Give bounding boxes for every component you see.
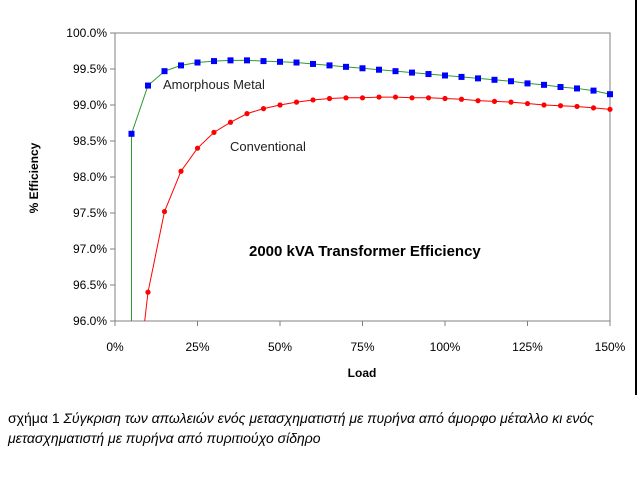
data-point-amorphous-metal [161,68,168,75]
data-point-amorphous-metal [277,58,283,65]
data-point-conventional [244,111,250,117]
series-label-conventional: Conventional [230,139,306,154]
data-point-conventional [310,97,316,103]
frame-border [635,0,637,395]
data-point-amorphous-metal [194,59,201,66]
data-point-conventional [343,95,349,101]
data-point-amorphous-metal [524,80,531,87]
data-point-amorphous-metal [343,63,349,70]
data-point-amorphous-metal [310,60,316,67]
data-point-conventional [458,96,465,102]
data-point-conventional [590,105,597,111]
data-point-amorphous-metal [607,91,613,98]
data-point-conventional [607,106,613,112]
x-tick-label: 100% [430,340,461,354]
data-point-amorphous-metal [409,69,415,76]
data-point-conventional [359,95,366,101]
data-point-amorphous-metal [491,76,498,83]
x-tick-label: 50% [268,340,292,354]
data-point-amorphous-metal [128,130,135,137]
data-point-amorphous-metal [590,87,597,94]
x-tick-label: 150% [595,340,626,354]
series-layer [128,57,613,322]
data-point-conventional [145,289,151,295]
data-point-conventional [557,103,564,109]
data-point-amorphous-metal [227,57,234,64]
data-point-amorphous-metal [458,73,465,80]
data-point-amorphous-metal [376,66,382,73]
data-point-conventional [260,106,267,112]
data-point-conventional [178,168,184,174]
x-tick-label: 25% [185,340,209,354]
data-point-conventional [442,95,448,102]
data-point-amorphous-metal [508,78,514,85]
data-point-conventional [277,102,283,108]
data-point-amorphous-metal [260,58,267,65]
data-point-conventional [475,98,481,104]
data-point-amorphous-metal [392,68,399,75]
x-tick-label: 125% [512,340,543,354]
y-tick-label: 97.5% [73,206,107,220]
axes: 96.0% 96.5% 97.0% 97.5% 98.0% 98.5% 99.0% 99.5%… [66,26,625,354]
data-point-conventional [326,95,333,102]
data-point-amorphous-metal [178,62,184,69]
data-point-conventional [392,94,399,100]
y-tick-label: 97.0% [73,242,107,256]
data-point-amorphous-metal [244,57,250,64]
data-point-conventional [508,99,514,105]
y-tick-label: 100.0% [66,26,107,40]
data-point-conventional [574,103,580,110]
y-tick-label: 98.0% [73,170,107,184]
data-point-amorphous-metal [442,72,448,79]
y-tick-label: 96.5% [73,278,107,292]
data-point-conventional [425,95,432,101]
figure-caption: σχήμα 1 Σύγκριση των απωλειών ενός μετασ… [8,408,633,448]
y-tick-label: 96.0% [73,314,107,328]
data-point-conventional [491,98,498,104]
y-tick-label: 99.5% [73,62,107,76]
data-point-amorphous-metal [293,59,300,66]
series-line-conventional [144,96,611,322]
x-tick-label: 0% [106,340,124,354]
efficiency-chart: 96.0% 96.5% 97.0% 97.5% 98.0% 98.5% 99.0% 99.5%… [27,26,626,380]
data-point-amorphous-metal [326,62,333,69]
y-tick-label: 98.5% [73,134,107,148]
x-tick-label: 75% [350,340,374,354]
data-point-amorphous-metal [541,81,547,88]
data-point-amorphous-metal [475,75,481,82]
data-point-conventional [524,100,531,107]
x-axis-title: Load [348,366,377,380]
data-point-conventional [293,99,300,105]
chart-title: 2000 kVA Transformer Efficiency [249,243,481,260]
data-point-conventional [194,145,201,151]
y-axis-title: % Efficiency [27,142,41,213]
series-label-amorphous: Amorphous Metal [163,77,265,92]
data-point-amorphous-metal [145,82,151,89]
data-point-amorphous-metal [359,65,366,72]
data-point-conventional [376,94,382,100]
data-point-conventional [161,208,168,215]
caption-text: Σύγκριση των απωλειών ενός μετασχηματιστ… [8,410,594,446]
data-point-amorphous-metal [574,85,580,92]
data-point-amorphous-metal [211,58,217,65]
data-point-conventional [227,119,234,125]
data-point-conventional [211,129,217,135]
y-tick-label: 99.0% [73,98,107,112]
caption-label: σχήμα 1 [8,410,60,426]
data-point-amorphous-metal [557,84,564,90]
data-point-conventional [409,95,415,101]
data-point-amorphous-metal [425,71,432,78]
data-point-conventional [541,102,547,108]
